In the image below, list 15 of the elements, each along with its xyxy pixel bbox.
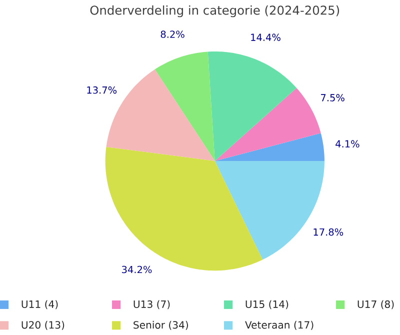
legend-label: U17 (8) [358, 300, 394, 310]
data-label: 7.5% [321, 94, 344, 102]
data-label: 8.2% [160, 30, 184, 38]
data-label: 17.8% [314, 228, 344, 236]
legend-label: U15 (14) [246, 300, 288, 310]
data-label: 14.4% [251, 34, 280, 41]
legend-label: U20 (13) [22, 320, 64, 330]
legend-label: U11 (4) [22, 300, 58, 310]
legend-label: Veteraan (17) [245, 320, 314, 330]
data-label: 4.1% [336, 140, 360, 148]
chart-title: Onderverdeling in categorie (2024-2025) [90, 5, 340, 18]
legend-label: Senior (34) [134, 320, 188, 330]
data-label: 13.7% [87, 86, 117, 94]
data-label: 34.2% [122, 266, 152, 274]
legend-label: U13 (7) [134, 300, 170, 310]
